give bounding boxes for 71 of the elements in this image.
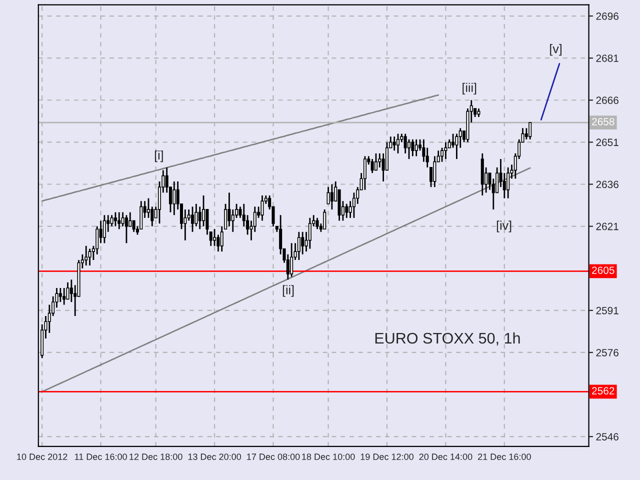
candlestick bbox=[121, 212, 124, 227]
y-tick-label: 2576 bbox=[596, 348, 618, 356]
annotation: [iii] bbox=[462, 82, 476, 95]
line-series bbox=[41, 94, 440, 202]
annotation: [iv] bbox=[496, 220, 512, 232]
candlestick bbox=[84, 245, 88, 266]
candlestick bbox=[128, 212, 132, 227]
candlestick bbox=[172, 180, 176, 216]
candlestick bbox=[114, 212, 117, 227]
candlestick bbox=[198, 206, 202, 230]
y-tick-label: 2636 bbox=[596, 180, 618, 188]
ref-line-label: 2605 bbox=[592, 266, 614, 274]
candlestick bbox=[290, 242, 294, 278]
x-tick-label: 17 Dec 08:00 bbox=[247, 454, 300, 460]
ref-line-label: 2658 bbox=[592, 118, 614, 126]
candlestick bbox=[209, 231, 212, 247]
candlestick bbox=[452, 133, 455, 148]
x-tick-label: 13 Dec 20:00 bbox=[188, 454, 242, 460]
candlestick bbox=[301, 231, 304, 256]
ref-line-label: 2562 bbox=[592, 387, 614, 395]
y-tick-label: 2651 bbox=[596, 138, 618, 146]
annotation: [v] bbox=[550, 44, 562, 56]
candlestick bbox=[202, 194, 206, 227]
annotation: [i] bbox=[154, 150, 163, 162]
annotation: EURO STOXX 50, 1h bbox=[375, 332, 520, 346]
candlestick bbox=[297, 231, 300, 261]
candlestick bbox=[444, 141, 448, 160]
candlestick bbox=[528, 122, 532, 140]
candlestick bbox=[62, 287, 66, 306]
candlestick bbox=[370, 158, 374, 174]
y-tick-label: 2591 bbox=[596, 306, 618, 314]
x-tick-label: 20 Dec 14:00 bbox=[419, 454, 472, 460]
candlestick bbox=[124, 214, 128, 244]
x-tick-label: 12 Dec 18:00 bbox=[130, 454, 182, 460]
candlestick bbox=[190, 206, 194, 233]
y-tick-label: 2621 bbox=[596, 222, 618, 230]
candlestick bbox=[58, 287, 62, 303]
candlestick bbox=[118, 212, 121, 230]
line-series bbox=[540, 62, 560, 120]
x-tick-label: 11 Dec 16:00 bbox=[74, 454, 127, 460]
line-series bbox=[41, 167, 531, 392]
annotation: [ii] bbox=[282, 285, 294, 297]
y-tick-label: 2696 bbox=[596, 12, 618, 20]
candlestick bbox=[433, 156, 436, 188]
candlestick bbox=[88, 248, 92, 266]
candlestick bbox=[345, 203, 348, 219]
candlestick bbox=[260, 194, 264, 222]
candlestick bbox=[132, 220, 136, 233]
candlestick bbox=[407, 138, 411, 160]
candlestick bbox=[374, 152, 378, 171]
x-tick-label: 18 Dec 10:00 bbox=[302, 454, 355, 460]
y-tick-label: 2666 bbox=[596, 96, 618, 104]
candlestick bbox=[323, 208, 326, 230]
candlestick bbox=[363, 156, 366, 191]
candlestick bbox=[396, 133, 400, 154]
candlestick bbox=[146, 198, 150, 219]
y-tick-label: 2546 bbox=[596, 433, 618, 440]
x-tick-label: 21 Dec 16:00 bbox=[478, 454, 531, 460]
y-tick-label: 2681 bbox=[596, 54, 618, 62]
candlestick bbox=[308, 217, 312, 250]
candlestick bbox=[316, 217, 319, 230]
candlestick bbox=[378, 152, 382, 168]
x-tick-label: 10 Dec 2012 bbox=[17, 454, 68, 460]
x-tick-label: 19 Dec 12:00 bbox=[360, 454, 414, 460]
candlestick bbox=[330, 184, 334, 210]
candlestick bbox=[213, 228, 216, 247]
candlestick bbox=[414, 138, 418, 157]
candlestick bbox=[102, 214, 106, 244]
candlestick bbox=[506, 166, 510, 199]
candlestick bbox=[411, 138, 414, 157]
candlestick bbox=[392, 136, 396, 152]
